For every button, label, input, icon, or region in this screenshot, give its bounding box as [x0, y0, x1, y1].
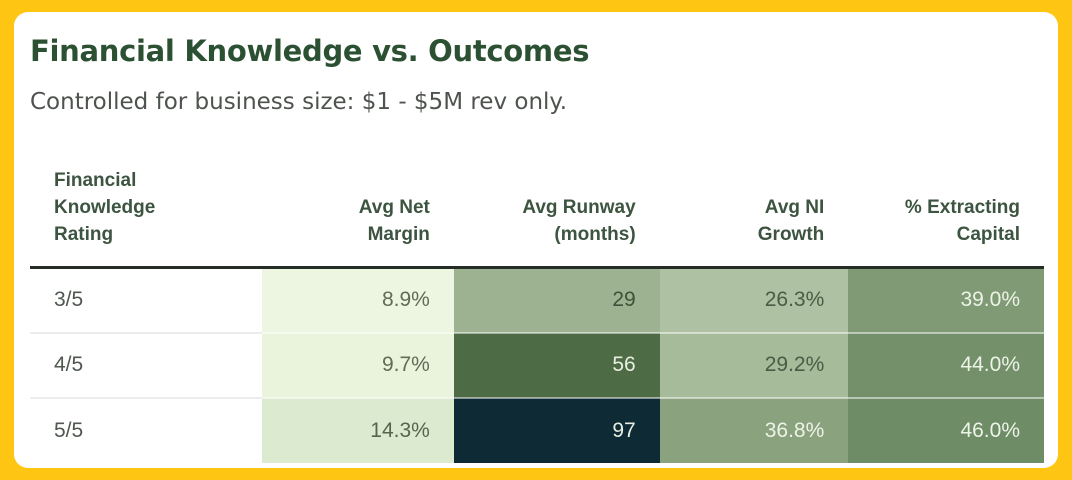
cell-net-margin: 8.9% — [262, 267, 454, 334]
report-title: Financial Knowledge vs. Outcomes — [30, 34, 590, 68]
cell-ni-growth: 29.2% — [659, 332, 849, 399]
cell-net-margin: 14.3% — [262, 397, 454, 463]
col-header-runway: Avg Runway (months) — [522, 196, 636, 245]
report-subtitle: Controlled for business size: $1 - $5M r… — [30, 88, 568, 115]
col-header-ni-growth: Avg NI Growth — [757, 196, 825, 245]
cell-extracting-capital: 39.0% — [848, 267, 1044, 334]
cell-rating: 5/5 — [30, 397, 263, 463]
table-header-row: Financial Knowledge Rating Avg Net Margi… — [30, 144, 1044, 268]
cell-extracting-capital: 46.0% — [848, 397, 1044, 463]
cell-runway: 56 — [453, 332, 660, 399]
cell-rating: 4/5 — [30, 332, 263, 399]
cell-runway: 97 — [453, 397, 660, 463]
knowledge-outcomes-table: Financial Knowledge Rating Avg Net Margi… — [30, 144, 1044, 463]
cell-ni-growth: 36.8% — [659, 397, 849, 463]
cell-ni-growth: 26.3% — [659, 267, 849, 334]
table-row: 4/5 9.7% 56 29.2% 44.0% — [30, 332, 1044, 399]
cell-runway: 29 — [453, 267, 660, 334]
col-header-extracting-capital: % Extracting Capital — [904, 196, 1020, 245]
table-row: 5/5 14.3% 97 36.8% 46.0% — [30, 397, 1044, 463]
report-card: Financial Knowledge vs. Outcomes Control… — [14, 12, 1058, 468]
table-row: 3/5 8.9% 29 26.3% 39.0% — [30, 267, 1044, 334]
col-header-rating: Financial Knowledge Rating — [54, 170, 156, 245]
cell-extracting-capital: 44.0% — [848, 332, 1044, 399]
col-header-net-margin: Avg Net Margin — [358, 196, 430, 245]
cell-rating: 3/5 — [30, 267, 263, 334]
cell-net-margin: 9.7% — [262, 332, 454, 399]
